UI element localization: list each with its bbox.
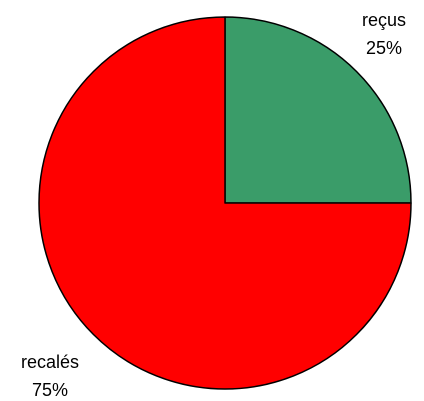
pie-slice-recales bbox=[38, 16, 412, 390]
slice-label-recales-percent: 75% bbox=[32, 380, 68, 400]
pie-slices bbox=[38, 16, 412, 390]
slice-label-recus-percent: 25% bbox=[366, 38, 402, 58]
pie-slice-recus bbox=[224, 16, 412, 204]
slice-label-recales-name: recalés bbox=[21, 352, 79, 372]
slice-label-recus-name: reçus bbox=[362, 10, 406, 30]
